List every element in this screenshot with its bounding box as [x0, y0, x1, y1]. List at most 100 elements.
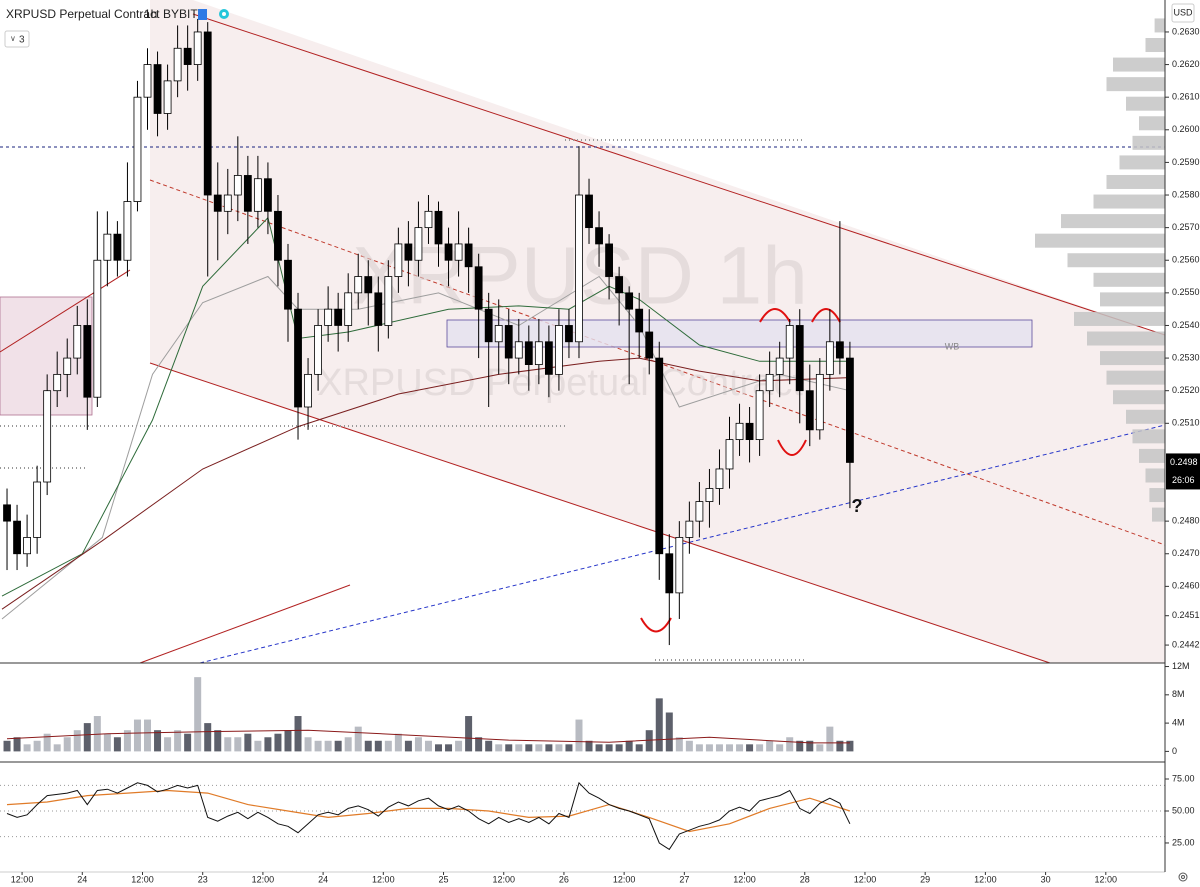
- y-tick-label: 0.2460: [1172, 581, 1200, 591]
- candle-body: [193, 31, 202, 65]
- profile-bar: [1149, 488, 1165, 503]
- x-tick-label: 12:00: [492, 874, 515, 884]
- candle-body: [514, 341, 523, 359]
- candle-body: [645, 331, 654, 359]
- candle-body: [123, 201, 132, 261]
- settings-icon[interactable]: [1178, 872, 1188, 882]
- volume-bar: [776, 744, 784, 752]
- volume-bar: [414, 737, 422, 752]
- volume-bar: [786, 737, 794, 752]
- indicator-toggle[interactable]: [4, 30, 30, 48]
- volume-ma: [6, 729, 850, 744]
- moving-average: [1, 275, 851, 620]
- arc: [777, 439, 807, 456]
- candle-body: [33, 481, 42, 538]
- volume-bar: [23, 744, 31, 752]
- candle-body: [474, 266, 483, 310]
- candle-body: [354, 276, 363, 294]
- currency: USD: [1173, 7, 1193, 17]
- x-tick-label: 29: [920, 874, 930, 884]
- candle-body: [685, 520, 694, 538]
- annotation: ?: [852, 496, 863, 516]
- volume-bar: [154, 730, 162, 752]
- volume-bar: [404, 740, 412, 752]
- profile-bar: [1093, 272, 1165, 287]
- profile-bar: [1132, 135, 1165, 150]
- candle-body: [83, 325, 92, 398]
- volume-bar: [43, 733, 51, 752]
- x-tick-label: 12:00: [11, 874, 34, 884]
- candle-body: [795, 325, 804, 392]
- volume: [3, 677, 854, 752]
- candle-body: [846, 357, 854, 463]
- moving-average: [1, 357, 850, 610]
- candle-body: [113, 233, 122, 261]
- volume-bar: [545, 744, 553, 752]
- profile-bar: [1126, 96, 1165, 111]
- candle-body: [695, 501, 704, 522]
- volume-bar: [715, 744, 723, 752]
- candle-body: [23, 537, 31, 555]
- y-tick-label: 25.00: [1172, 837, 1195, 847]
- profile-bar: [1106, 174, 1165, 189]
- profile-bar: [1126, 409, 1165, 424]
- y-tick-label: 4M: [1172, 717, 1185, 727]
- dotted-levels: [0, 139, 805, 661]
- y-tick-label: 50.00: [1172, 805, 1195, 815]
- candle-body: [153, 64, 162, 114]
- drawings: XRPUSD 1h XRPUSD Perpetual Contract ? WB: [0, 0, 1166, 664]
- volume-bar: [384, 740, 392, 752]
- countdown: 26:06: [1172, 475, 1195, 485]
- y-tick-label: 0.2540: [1172, 320, 1200, 330]
- candle-body: [63, 357, 72, 375]
- volume-bar: [465, 716, 473, 752]
- volume-bar: [164, 737, 172, 752]
- candle-body: [3, 504, 11, 522]
- volume-bar: [746, 744, 754, 752]
- y-tick-label: 0.2630: [1172, 26, 1200, 36]
- profile-bar: [1100, 292, 1165, 307]
- profile-bar: [1113, 390, 1165, 405]
- candle-body: [133, 96, 142, 202]
- flag-icon[interactable]: [198, 9, 207, 20]
- candle-body: [454, 243, 463, 261]
- rsi-line: [6, 781, 851, 851]
- candle-body: [705, 488, 714, 502]
- x-tick-label: 30: [1041, 874, 1051, 884]
- volume-bar: [344, 737, 352, 752]
- volume-bar: [685, 740, 693, 752]
- profile-bar: [1093, 194, 1165, 209]
- volume-bar: [244, 733, 252, 752]
- volume-bar: [595, 744, 603, 752]
- interval: 1h: [144, 7, 157, 21]
- volume-bar: [585, 740, 593, 752]
- volume-bar: [424, 740, 432, 752]
- status-icon-dot: [222, 12, 226, 16]
- profile-bar: [1119, 155, 1165, 170]
- volume-bar: [515, 744, 523, 752]
- volume-bar: [796, 740, 804, 752]
- candle-body: [344, 292, 353, 326]
- currency-box[interactable]: [1171, 3, 1195, 23]
- volume-bar: [254, 740, 262, 752]
- volume-bar: [816, 744, 824, 752]
- trend-line: [0, 269, 131, 353]
- last-price: 0.2498: [1170, 457, 1198, 467]
- volume-bar: [625, 740, 633, 752]
- y-tick-label: 0.2570: [1172, 222, 1200, 232]
- volume-bar: [535, 744, 543, 752]
- candle-body: [173, 47, 182, 82]
- volume-bar: [354, 726, 362, 752]
- volume-bar: [615, 744, 623, 752]
- exchange: BYBIT: [163, 7, 198, 21]
- candle-body: [163, 80, 172, 114]
- volume-bar: [144, 719, 152, 752]
- y-tick-label: 12M: [1172, 661, 1190, 671]
- volume-bar: [766, 740, 774, 752]
- resistance-box: [446, 319, 1033, 348]
- y-tick-label: 0.2560: [1172, 255, 1200, 265]
- candle-body: [73, 325, 82, 359]
- candle-body: [253, 178, 262, 212]
- candle-body: [715, 468, 724, 489]
- candle-body: [635, 308, 644, 333]
